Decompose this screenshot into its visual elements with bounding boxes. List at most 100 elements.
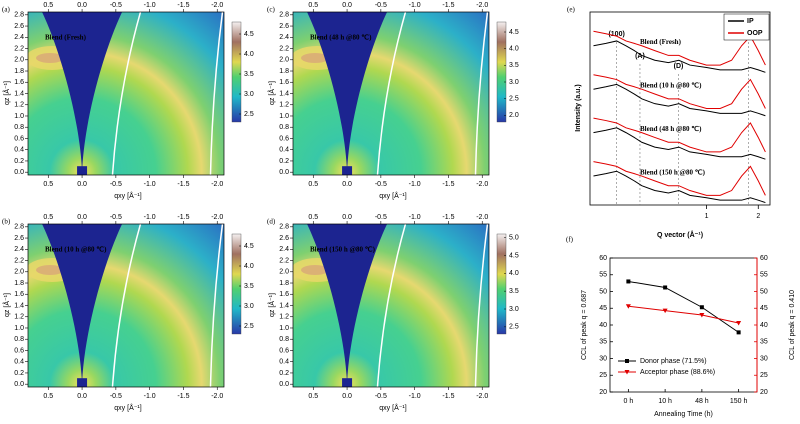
x-tick-label: 0.0: [77, 181, 87, 188]
x-tick-label: 0.5: [43, 181, 53, 188]
profile-line: [593, 161, 766, 196]
y2-tick-label: 25: [760, 372, 768, 379]
colorbar: [496, 21, 507, 123]
data-point: [736, 330, 741, 335]
data-point: [663, 285, 668, 290]
x-tick-label-top: -1.5: [442, 2, 454, 9]
peak-core: [36, 53, 64, 63]
y-tick-label: 0.0: [14, 169, 24, 176]
x-tick-label-top: -2.0: [211, 214, 223, 221]
y-tick-label: 2.2: [14, 257, 24, 264]
colorbar-tick-label: 4.0: [509, 46, 519, 53]
y2-tick-label: 20: [760, 389, 768, 396]
y-tick-label: 1.0: [14, 325, 24, 332]
y-tick-label: 2.6: [279, 23, 289, 30]
y-tick-label: 0.8: [279, 124, 289, 131]
x-tick-label: 0.0: [77, 393, 87, 400]
detector-gap: [376, 12, 407, 175]
colorbar-tick-label: 4.0: [244, 51, 254, 58]
y-tick-label: 1.4: [279, 302, 289, 309]
y-tick-label: 0.2: [14, 370, 24, 377]
plot-frame: [589, 11, 771, 206]
x-tick-label: -1.5: [442, 181, 454, 188]
y2-tick-label: 40: [760, 322, 768, 329]
peak-core: [36, 265, 64, 275]
y-tick-label: 0.0: [14, 381, 24, 388]
x-axis-label: Q vector (Å⁻¹): [657, 230, 703, 239]
y-tick-label: 2.6: [14, 235, 24, 242]
missing-wedge: [307, 224, 388, 385]
colorbar-tick-label: 2.5: [244, 111, 254, 118]
colorbar-tick-label: 3.0: [509, 306, 519, 313]
colorbar: [231, 21, 242, 123]
x-tick-label-top: -1.0: [409, 2, 421, 9]
y-tick-label: 30: [599, 355, 607, 362]
x-tick-label-top: -0.5: [110, 214, 122, 221]
y-tick-label: 1.2: [279, 314, 289, 321]
x-tick-label-top: -1.5: [177, 214, 189, 221]
detector-gap: [209, 12, 224, 175]
profile-line: [593, 40, 766, 73]
beamstop: [342, 378, 353, 387]
giwaxs-panel: 0.5 0.5 0.0 0.0 -0.5 -0.5 -1.0 -1.0 -1.5 -1.5 -2.0…: [267, 2, 519, 200]
colorbar-tick-label: 3.0: [244, 303, 254, 310]
x-tick-label-top: -1.0: [144, 214, 156, 221]
x-tick-label: -1.0: [144, 181, 156, 188]
y2-tick-label: 50: [760, 288, 768, 295]
y-tick-label: 1.8: [279, 280, 289, 287]
legend-marker: [625, 359, 629, 363]
y-tick-label: 2.6: [14, 23, 24, 30]
missing-wedge: [42, 12, 123, 173]
legend-label: IP: [747, 18, 754, 25]
x-tick-label: -0.5: [110, 181, 122, 188]
y2-axis-label: CCL of peak q = 0.410: [789, 290, 796, 360]
x-tick-label: 0 h: [624, 398, 634, 405]
y2-tick-label: 45: [760, 305, 768, 312]
y-tick-label: 1.4: [14, 90, 24, 97]
x-tick-label-top: -2.0: [476, 214, 488, 221]
y-tick-label: 1.2: [14, 314, 24, 321]
x-tick-label: -2.0: [476, 393, 488, 400]
y-tick-label: 0.4: [14, 359, 24, 366]
profile-line: [593, 30, 766, 66]
x-tick-label: 2: [756, 213, 760, 220]
y-tick-label: 1.6: [279, 79, 289, 86]
y-tick-label: 0.2: [279, 370, 289, 377]
x-tick-label-top: -2.0: [476, 2, 488, 9]
missing-wedge: [42, 224, 123, 385]
x-axis-label: qxy [Å⁻¹]: [379, 403, 406, 412]
y-tick-label: 2.8: [14, 12, 24, 19]
x-tick-label-top: -1.0: [409, 214, 421, 221]
detector-gap: [111, 12, 142, 175]
colorbar-tick-label: 3.5: [244, 71, 254, 78]
x-tick-label: -1.5: [442, 393, 454, 400]
missing-wedge: [307, 12, 388, 173]
colorbar-tick-label: 3.5: [509, 62, 519, 69]
panel-label: (a): [2, 6, 10, 14]
y-axis-label: qz [Å⁻¹]: [267, 293, 276, 317]
x-tick-label-top: -1.5: [442, 214, 454, 221]
y-tick-label: 2.8: [279, 12, 289, 19]
panel-label: (b): [2, 218, 11, 226]
panel-title: Blend (48 h @80 ℃): [310, 34, 372, 42]
y-tick-label: 0.4: [279, 359, 289, 366]
x-tick-label: -2.0: [211, 393, 223, 400]
y-tick-label: 0.6: [279, 135, 289, 142]
y2-tick-label: 35: [760, 339, 768, 346]
y-tick-label: 2.2: [279, 45, 289, 52]
y-tick-label: 1.6: [279, 291, 289, 298]
y-tick-label: 0.4: [279, 147, 289, 154]
detector-gap: [474, 12, 489, 175]
x-tick-label-top: -1.0: [144, 2, 156, 9]
detector-gap: [209, 224, 224, 387]
colorbar-tick-label: 4.5: [509, 29, 519, 36]
y-tick-label: 0.2: [279, 158, 289, 165]
y-tick-label: 1.2: [279, 102, 289, 109]
y-axis-label: qz [Å⁻¹]: [267, 81, 276, 105]
x-tick-label: -2.0: [476, 181, 488, 188]
y-tick-label: 0.8: [14, 124, 24, 131]
y-tick-label: 2.2: [14, 45, 24, 52]
y-tick-label: 55: [599, 272, 607, 279]
legend-label: Donor phase (71.5%): [640, 358, 707, 365]
x-tick-label-top: -0.5: [375, 214, 387, 221]
